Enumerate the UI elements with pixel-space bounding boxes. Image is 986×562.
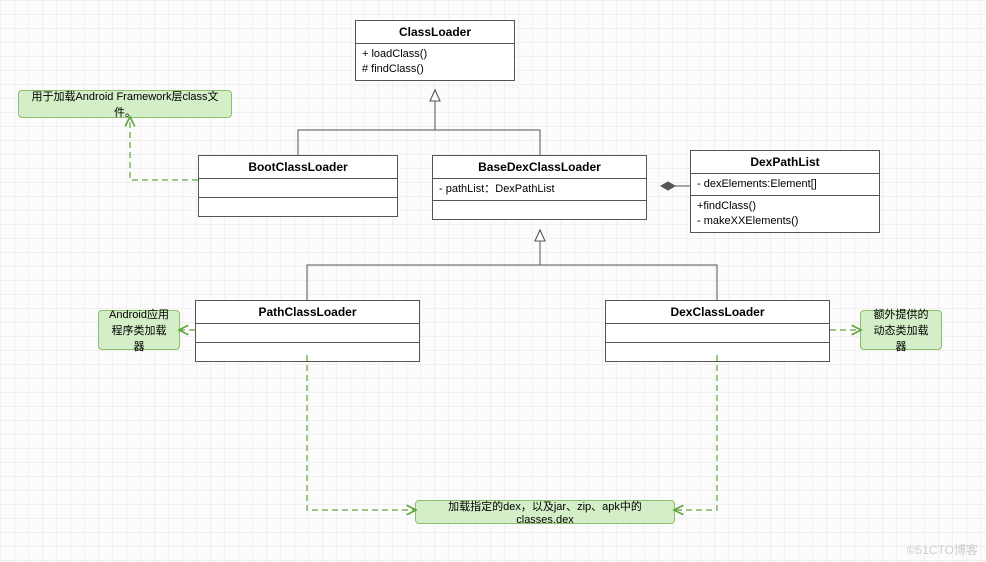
class-pathclassloader: PathClassLoader xyxy=(195,300,420,362)
class-basedexclassloader: BaseDexClassLoader - pathList：DexPathLis… xyxy=(432,155,647,220)
class-attrs: - dexElements:Element[] xyxy=(691,174,879,196)
class-title: PathClassLoader xyxy=(196,301,419,324)
note-dexloader: 额外提供的动态类加载器 xyxy=(860,310,942,350)
class-methods: +findClass() - makeXXElements() xyxy=(691,196,879,232)
class-methods xyxy=(433,201,646,219)
class-attrs xyxy=(606,324,829,343)
class-bootclassloader: BootClassLoader xyxy=(198,155,398,217)
edge-layer xyxy=(0,0,986,562)
class-dexclassloader: DexClassLoader xyxy=(605,300,830,362)
class-methods xyxy=(606,343,829,361)
note-bottom: 加载指定的dex，以及jar、zip、apk中的classes.dex xyxy=(415,500,675,524)
note-pathloader: Android应用程序类加载器 xyxy=(98,310,180,350)
class-attrs xyxy=(199,179,397,198)
class-classloader: ClassLoader + loadClass() # findClass() xyxy=(355,20,515,81)
class-methods: + loadClass() # findClass() xyxy=(356,44,514,80)
note-framework: 用于加载Android Framework层class文件。 xyxy=(18,90,232,118)
class-title: BaseDexClassLoader xyxy=(433,156,646,179)
class-title: ClassLoader xyxy=(356,21,514,44)
class-title: DexPathList xyxy=(691,151,879,174)
class-dexpathlist: DexPathList - dexElements:Element[] +fin… xyxy=(690,150,880,233)
class-attrs xyxy=(196,324,419,343)
class-title: DexClassLoader xyxy=(606,301,829,324)
class-methods xyxy=(199,198,397,216)
watermark: ©51CTO博客 xyxy=(907,541,978,558)
class-methods xyxy=(196,343,419,361)
class-title: BootClassLoader xyxy=(199,156,397,179)
class-attrs: - pathList：DexPathList xyxy=(433,179,646,201)
